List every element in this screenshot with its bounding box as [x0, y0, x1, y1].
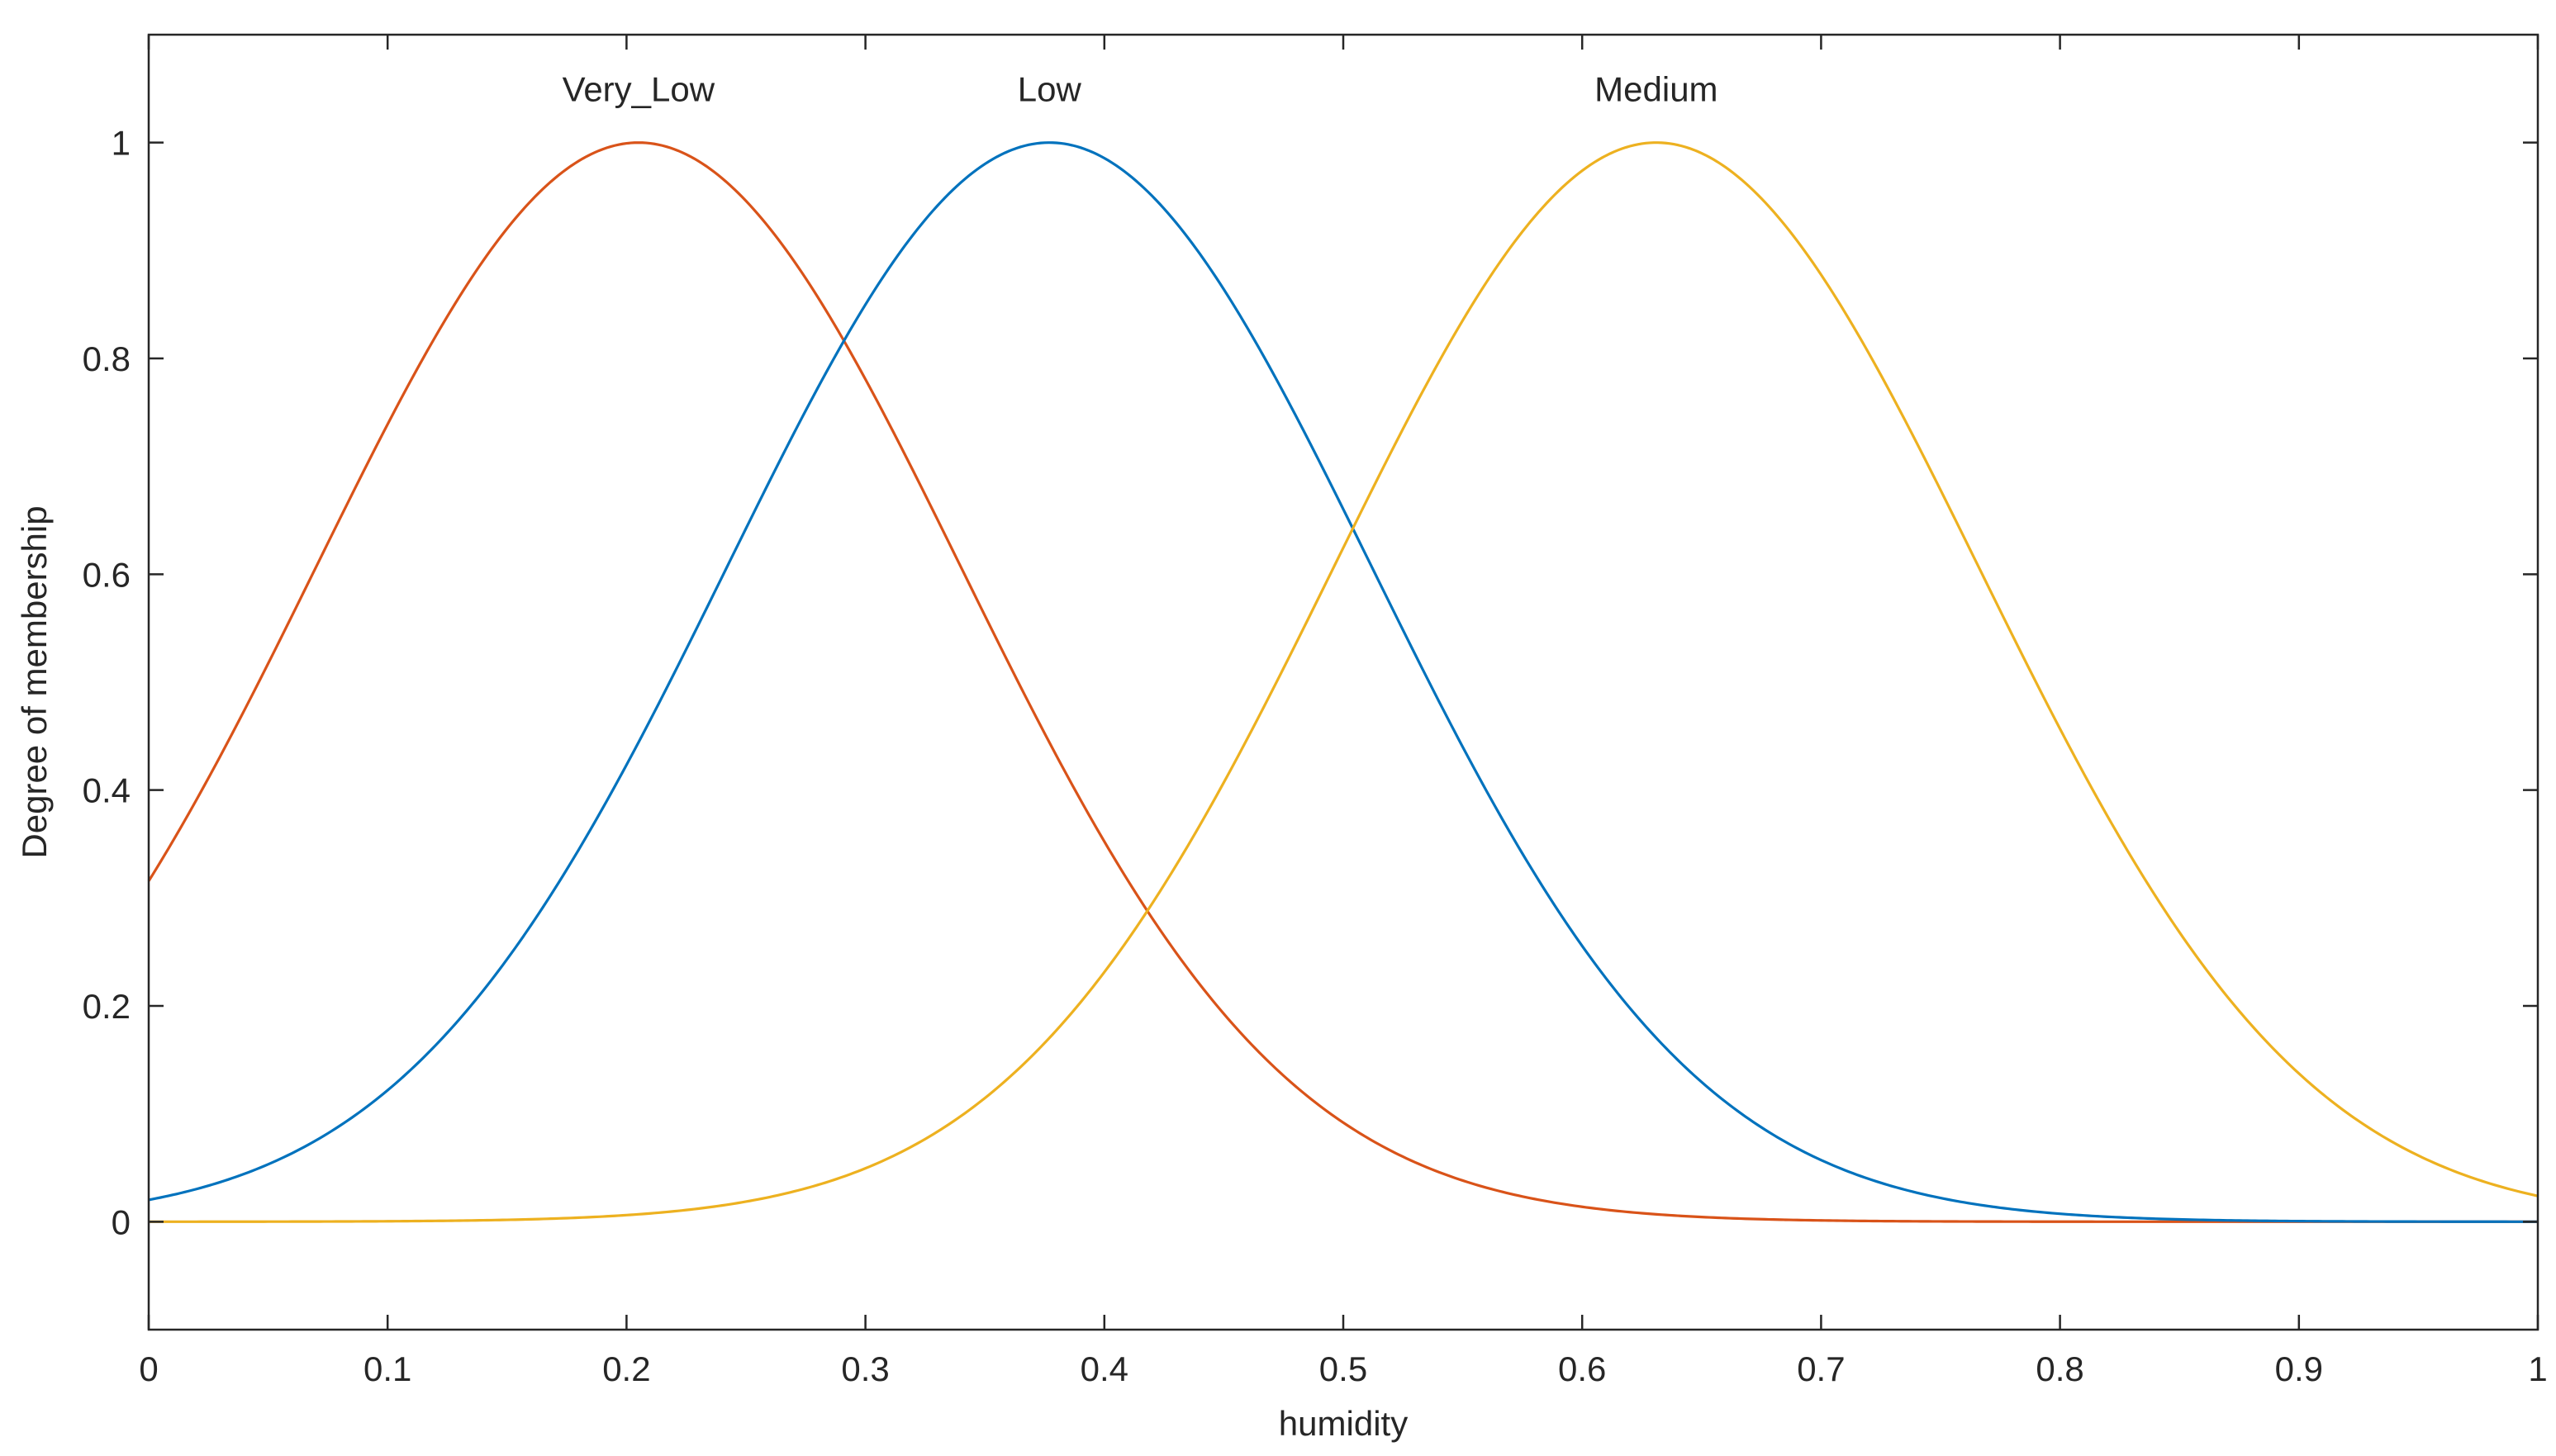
x-tick-label: 0.7 [1797, 1349, 1845, 1388]
x-tick-label: 0.2 [602, 1349, 650, 1388]
x-tick-label: 0.3 [841, 1349, 889, 1388]
y-tick-label: 0 [112, 1202, 131, 1241]
x-tick-label: 0.4 [1081, 1349, 1128, 1388]
curve-very-low [147, 141, 2538, 1223]
y-axis-label: Degree of membership [15, 505, 54, 858]
x-tick-label: 0 [139, 1349, 158, 1388]
label-very-low: Very_Low [563, 70, 715, 109]
x-tick-label: 0.8 [2036, 1349, 2083, 1388]
membership-labels-layer: Very_Low Low Medium [563, 70, 1718, 109]
x-tick-label: 0.9 [2275, 1349, 2323, 1388]
label-medium: Medium [1594, 70, 1717, 109]
y-tick-label: 0.8 [83, 339, 131, 378]
x-axis-label: humidity [1279, 1404, 1408, 1443]
y-tick-label: 0.2 [83, 987, 131, 1026]
x-tick-label: 0.5 [1319, 1349, 1367, 1388]
x-tick-label: 1 [2528, 1349, 2547, 1388]
y-tick-label: 0.6 [83, 555, 131, 594]
x-tick-label: 0.1 [363, 1349, 411, 1388]
y-tick-label: 1 [112, 124, 131, 163]
curves-layer [147, 141, 2539, 1223]
curve-medium [149, 141, 2539, 1223]
label-low: Low [1018, 70, 1082, 109]
ticks-layer: 0 0.1 0.2 0.3 0.4 0.5 0.6 0.7 0.8 0.9 1 0 0.2 0.4 0.6 0… [83, 35, 2548, 1388]
curve-low [148, 141, 2538, 1223]
y-tick-label: 0.4 [83, 771, 131, 810]
x-tick-label: 0.6 [1558, 1349, 1606, 1388]
